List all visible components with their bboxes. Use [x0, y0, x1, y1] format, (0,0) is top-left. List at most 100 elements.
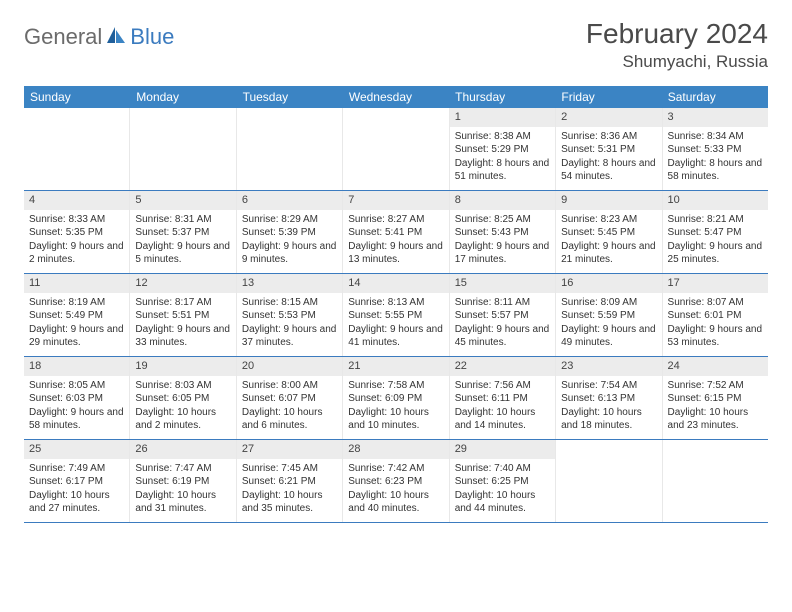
- daylight-line: Daylight: 10 hours and 2 minutes.: [135, 406, 230, 433]
- day-number: 24: [663, 357, 768, 376]
- sunset-line: Sunset: 6:21 PM: [242, 475, 337, 489]
- day-cell: 3 Sunrise: 8:34 AMSunset: 5:33 PMDaylight…: [663, 108, 768, 190]
- sunrise-line: Sunrise: 8:33 AM: [29, 213, 124, 227]
- sunset-line: Sunset: 6:15 PM: [668, 392, 763, 406]
- day-number: 2: [556, 108, 661, 127]
- daylight-line: Daylight: 10 hours and 35 minutes.: [242, 489, 337, 516]
- week-row: 25Sunrise: 7:49 AMSunset: 6:17 PMDayligh…: [24, 440, 768, 523]
- weekday-header: Wednesday: [343, 86, 449, 108]
- day-number: 28: [343, 440, 448, 459]
- sunrise-line: Sunrise: 7:47 AM: [135, 462, 230, 476]
- sunset-line: Sunset: 5:31 PM: [561, 143, 656, 157]
- sunset-line: Sunset: 5:51 PM: [135, 309, 230, 323]
- sunrise-line: Sunrise: 8:27 AM: [348, 213, 443, 227]
- daylight-line: Daylight: 8 hours and 51 minutes.: [455, 157, 550, 184]
- week-row: 18Sunrise: 8:05 AMSunset: 6:03 PMDayligh…: [24, 357, 768, 440]
- weekday-header: Saturday: [662, 86, 768, 108]
- sunset-line: Sunset: 5:59 PM: [561, 309, 656, 323]
- week-row: 11Sunrise: 8:19 AMSunset: 5:49 PMDayligh…: [24, 274, 768, 357]
- day-cell: 6Sunrise: 8:29 AMSunset: 5:39 PMDaylight…: [237, 191, 343, 273]
- day-cell: 5Sunrise: 8:31 AMSunset: 5:37 PMDaylight…: [130, 191, 236, 273]
- month-title: February 2024: [586, 18, 768, 50]
- day-cell: 7Sunrise: 8:27 AMSunset: 5:41 PMDaylight…: [343, 191, 449, 273]
- header-bar: General Blue February 2024 Shumyachi, Ru…: [24, 18, 768, 72]
- day-cell: 4Sunrise: 8:33 AMSunset: 5:35 PMDaylight…: [24, 191, 130, 273]
- day-cell: .: [24, 108, 130, 190]
- day-number: 1: [450, 108, 555, 127]
- sunset-line: Sunset: 6:05 PM: [135, 392, 230, 406]
- daylight-line: Daylight: 8 hours and 54 minutes.: [561, 157, 656, 184]
- sunset-line: Sunset: 5:37 PM: [135, 226, 230, 240]
- sunset-line: Sunset: 5:43 PM: [455, 226, 550, 240]
- sunset-line: Sunset: 5:33 PM: [668, 143, 763, 157]
- daylight-line: Daylight: 9 hours and 17 minutes.: [455, 240, 550, 267]
- daylight-line: Daylight: 10 hours and 31 minutes.: [135, 489, 230, 516]
- sunset-line: Sunset: 5:47 PM: [668, 226, 763, 240]
- weekday-header: Friday: [555, 86, 661, 108]
- sunset-line: Sunset: 6:03 PM: [29, 392, 124, 406]
- day-cell: .: [556, 440, 662, 522]
- daylight-line: Daylight: 10 hours and 18 minutes.: [561, 406, 656, 433]
- day-cell: 20Sunrise: 8:00 AMSunset: 6:07 PMDayligh…: [237, 357, 343, 439]
- sunrise-line: Sunrise: 8:07 AM: [668, 296, 763, 310]
- sunrise-line: Sunrise: 7:42 AM: [348, 462, 443, 476]
- day-cell: 14Sunrise: 8:13 AMSunset: 5:55 PMDayligh…: [343, 274, 449, 356]
- weekday-header: Monday: [130, 86, 236, 108]
- daylight-line: Daylight: 9 hours and 9 minutes.: [242, 240, 337, 267]
- weekday-header: Sunday: [24, 86, 130, 108]
- daylight-line: Daylight: 8 hours and 58 minutes.: [668, 157, 763, 184]
- sunrise-line: Sunrise: 8:13 AM: [348, 296, 443, 310]
- day-cell: 21Sunrise: 7:58 AMSunset: 6:09 PMDayligh…: [343, 357, 449, 439]
- daylight-line: Daylight: 10 hours and 40 minutes.: [348, 489, 443, 516]
- day-number: 19: [130, 357, 235, 376]
- day-number: 11: [24, 274, 129, 293]
- sunrise-line: Sunrise: 8:11 AM: [455, 296, 550, 310]
- sunrise-line: Sunrise: 8:23 AM: [561, 213, 656, 227]
- sunrise-line: Sunrise: 7:52 AM: [668, 379, 763, 393]
- sunrise-line: Sunrise: 7:49 AM: [29, 462, 124, 476]
- sunrise-line: Sunrise: 8:31 AM: [135, 213, 230, 227]
- day-number: 13: [237, 274, 342, 293]
- sunset-line: Sunset: 5:49 PM: [29, 309, 124, 323]
- day-number: 3: [663, 108, 768, 127]
- day-number: 10: [663, 191, 768, 210]
- sunrise-line: Sunrise: 8:34 AM: [668, 130, 763, 144]
- title-block: February 2024 Shumyachi, Russia: [586, 18, 768, 72]
- sunset-line: Sunset: 6:25 PM: [455, 475, 550, 489]
- daylight-line: Daylight: 9 hours and 21 minutes.: [561, 240, 656, 267]
- day-number: 26: [130, 440, 235, 459]
- daylight-line: Daylight: 9 hours and 29 minutes.: [29, 323, 124, 350]
- day-cell: 26Sunrise: 7:47 AMSunset: 6:19 PMDayligh…: [130, 440, 236, 522]
- calendar: SundayMondayTuesdayWednesdayThursdayFrid…: [24, 86, 768, 523]
- week-row: 4Sunrise: 8:33 AMSunset: 5:35 PMDaylight…: [24, 191, 768, 274]
- day-cell: 29Sunrise: 7:40 AMSunset: 6:25 PMDayligh…: [450, 440, 556, 522]
- day-cell: 27Sunrise: 7:45 AMSunset: 6:21 PMDayligh…: [237, 440, 343, 522]
- sunrise-line: Sunrise: 8:29 AM: [242, 213, 337, 227]
- sunrise-line: Sunrise: 8:17 AM: [135, 296, 230, 310]
- sunset-line: Sunset: 6:17 PM: [29, 475, 124, 489]
- day-cell: 25Sunrise: 7:49 AMSunset: 6:17 PMDayligh…: [24, 440, 130, 522]
- weekday-header-row: SundayMondayTuesdayWednesdayThursdayFrid…: [24, 86, 768, 108]
- sunset-line: Sunset: 5:41 PM: [348, 226, 443, 240]
- daylight-line: Daylight: 10 hours and 6 minutes.: [242, 406, 337, 433]
- daylight-line: Daylight: 10 hours and 23 minutes.: [668, 406, 763, 433]
- sunset-line: Sunset: 5:35 PM: [29, 226, 124, 240]
- daylight-line: Daylight: 9 hours and 37 minutes.: [242, 323, 337, 350]
- day-cell: 9Sunrise: 8:23 AMSunset: 5:45 PMDaylight…: [556, 191, 662, 273]
- day-cell: 16Sunrise: 8:09 AMSunset: 5:59 PMDayligh…: [556, 274, 662, 356]
- sunrise-line: Sunrise: 7:56 AM: [455, 379, 550, 393]
- daylight-line: Daylight: 10 hours and 10 minutes.: [348, 406, 443, 433]
- daylight-line: Daylight: 9 hours and 41 minutes.: [348, 323, 443, 350]
- day-cell: 23Sunrise: 7:54 AMSunset: 6:13 PMDayligh…: [556, 357, 662, 439]
- logo-word-blue: Blue: [130, 24, 174, 50]
- sail-icon: [105, 25, 127, 50]
- day-number: 12: [130, 274, 235, 293]
- daylight-line: Daylight: 9 hours and 5 minutes.: [135, 240, 230, 267]
- week-row: ....1Sunrise: 8:38 AMSunset: 5:29 PMDayl…: [24, 108, 768, 191]
- daylight-line: Daylight: 9 hours and 53 minutes.: [668, 323, 763, 350]
- sunset-line: Sunset: 6:07 PM: [242, 392, 337, 406]
- sunrise-line: Sunrise: 8:25 AM: [455, 213, 550, 227]
- sunset-line: Sunset: 6:23 PM: [348, 475, 443, 489]
- day-cell: .: [237, 108, 343, 190]
- day-cell: 12Sunrise: 8:17 AMSunset: 5:51 PMDayligh…: [130, 274, 236, 356]
